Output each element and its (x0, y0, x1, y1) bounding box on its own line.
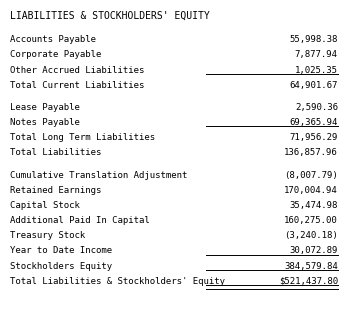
Text: Treasury Stock: Treasury Stock (10, 231, 85, 240)
Text: Lease Payable: Lease Payable (10, 103, 80, 112)
Text: Cumulative Translation Adjustment: Cumulative Translation Adjustment (10, 171, 188, 179)
Text: $521,437.80: $521,437.80 (279, 277, 338, 286)
Text: 69,365.94: 69,365.94 (289, 118, 338, 127)
Text: (3,240.18): (3,240.18) (284, 231, 338, 240)
Text: Total Liabilities & Stockholders' Equity: Total Liabilities & Stockholders' Equity (10, 277, 225, 286)
Text: 136,857.96: 136,857.96 (284, 149, 338, 157)
Text: Stockholders Equity: Stockholders Equity (10, 262, 113, 270)
Text: 384,579.84: 384,579.84 (284, 262, 338, 270)
Text: Additional Paid In Capital: Additional Paid In Capital (10, 216, 150, 225)
Text: LIABILITIES & STOCKHOLDERS' EQUITY: LIABILITIES & STOCKHOLDERS' EQUITY (10, 11, 210, 21)
Text: 170,004.94: 170,004.94 (284, 186, 338, 195)
Text: 2,590.36: 2,590.36 (295, 103, 338, 112)
Text: Corporate Payable: Corporate Payable (10, 51, 102, 59)
Text: 160,275.00: 160,275.00 (284, 216, 338, 225)
Text: Year to Date Income: Year to Date Income (10, 246, 113, 255)
Text: Notes Payable: Notes Payable (10, 118, 80, 127)
Text: 64,901.67: 64,901.67 (289, 81, 338, 90)
Text: (8,007.79): (8,007.79) (284, 171, 338, 179)
Text: Total Long Term Liabilities: Total Long Term Liabilities (10, 133, 155, 142)
Text: Capital Stock: Capital Stock (10, 201, 80, 210)
Text: 30,072.89: 30,072.89 (289, 246, 338, 255)
Text: Other Accrued Liabilities: Other Accrued Liabilities (10, 66, 145, 75)
Text: 35,474.98: 35,474.98 (289, 201, 338, 210)
Text: 1,025.35: 1,025.35 (295, 66, 338, 75)
Text: Retained Earnings: Retained Earnings (10, 186, 102, 195)
Text: Total Liabilities: Total Liabilities (10, 149, 102, 157)
Text: 71,956.29: 71,956.29 (289, 133, 338, 142)
Text: 55,998.38: 55,998.38 (289, 35, 338, 44)
Text: Total Current Liabilities: Total Current Liabilities (10, 81, 145, 90)
Text: Accounts Payable: Accounts Payable (10, 35, 96, 44)
Text: 7,877.94: 7,877.94 (295, 51, 338, 59)
